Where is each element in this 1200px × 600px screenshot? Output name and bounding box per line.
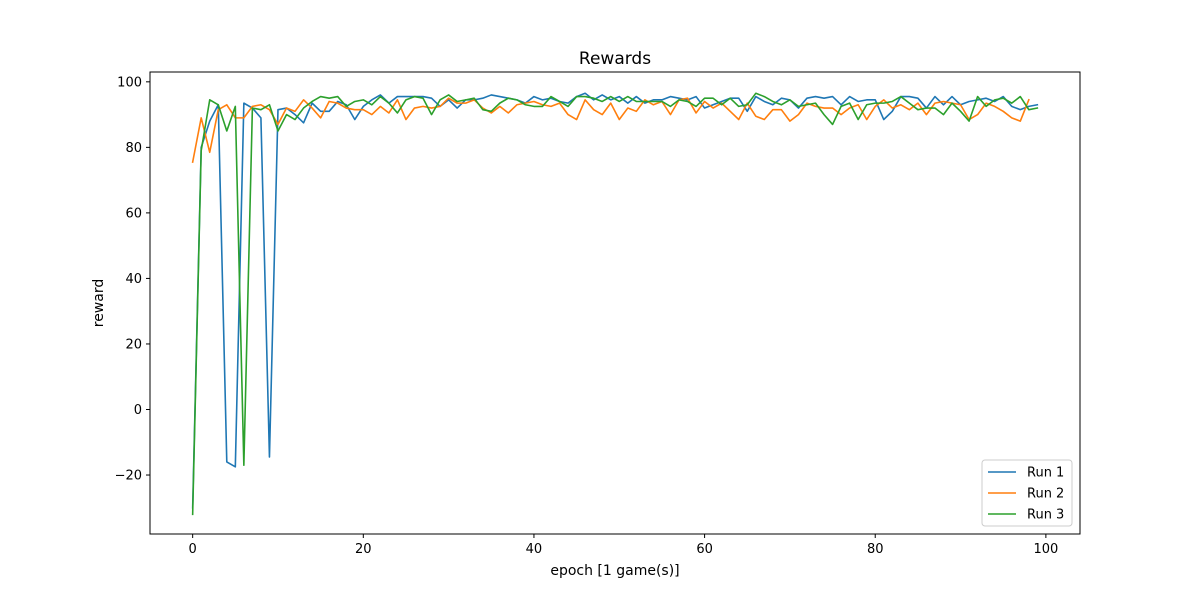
legend: Run 1 Run 2 Run 3 [981, 459, 1073, 527]
x-axis-title: epoch [1 game(s)] [550, 563, 679, 579]
y-tick-label: 0 [134, 403, 142, 418]
x-tick-label: 0 [189, 542, 197, 557]
x-tick-label: 60 [696, 542, 713, 557]
y-tick-label: 100 [117, 75, 142, 90]
y-tick-label: −20 [115, 469, 142, 484]
y-axis: −20 0 20 40 60 80 100 [115, 75, 150, 484]
series-line-run-2 [191, 97, 1030, 164]
legend-box [981, 459, 1073, 527]
x-tick-label: 80 [867, 542, 884, 557]
x-tick-label: 100 [1033, 542, 1058, 557]
y-axis-title: reward [91, 279, 107, 328]
series-line-run-3 [191, 92, 1039, 516]
legend-label-run-2: Run 2 [1027, 487, 1064, 502]
y-tick-label: 20 [125, 337, 142, 352]
y-tick-label: 80 [125, 141, 142, 156]
x-tick-label: 20 [355, 542, 372, 557]
plot-frame [149, 71, 1081, 535]
legend-label-run-1: Run 1 [1027, 466, 1064, 481]
legend-label-run-3: Run 3 [1027, 508, 1064, 523]
series-layer [191, 92, 1039, 516]
chart-title: Rewards [579, 49, 651, 69]
x-axis: 0 20 40 60 80 100 [189, 534, 1058, 557]
x-tick-label: 40 [526, 542, 543, 557]
y-tick-label: 60 [125, 206, 142, 221]
y-tick-label: 40 [125, 272, 142, 287]
